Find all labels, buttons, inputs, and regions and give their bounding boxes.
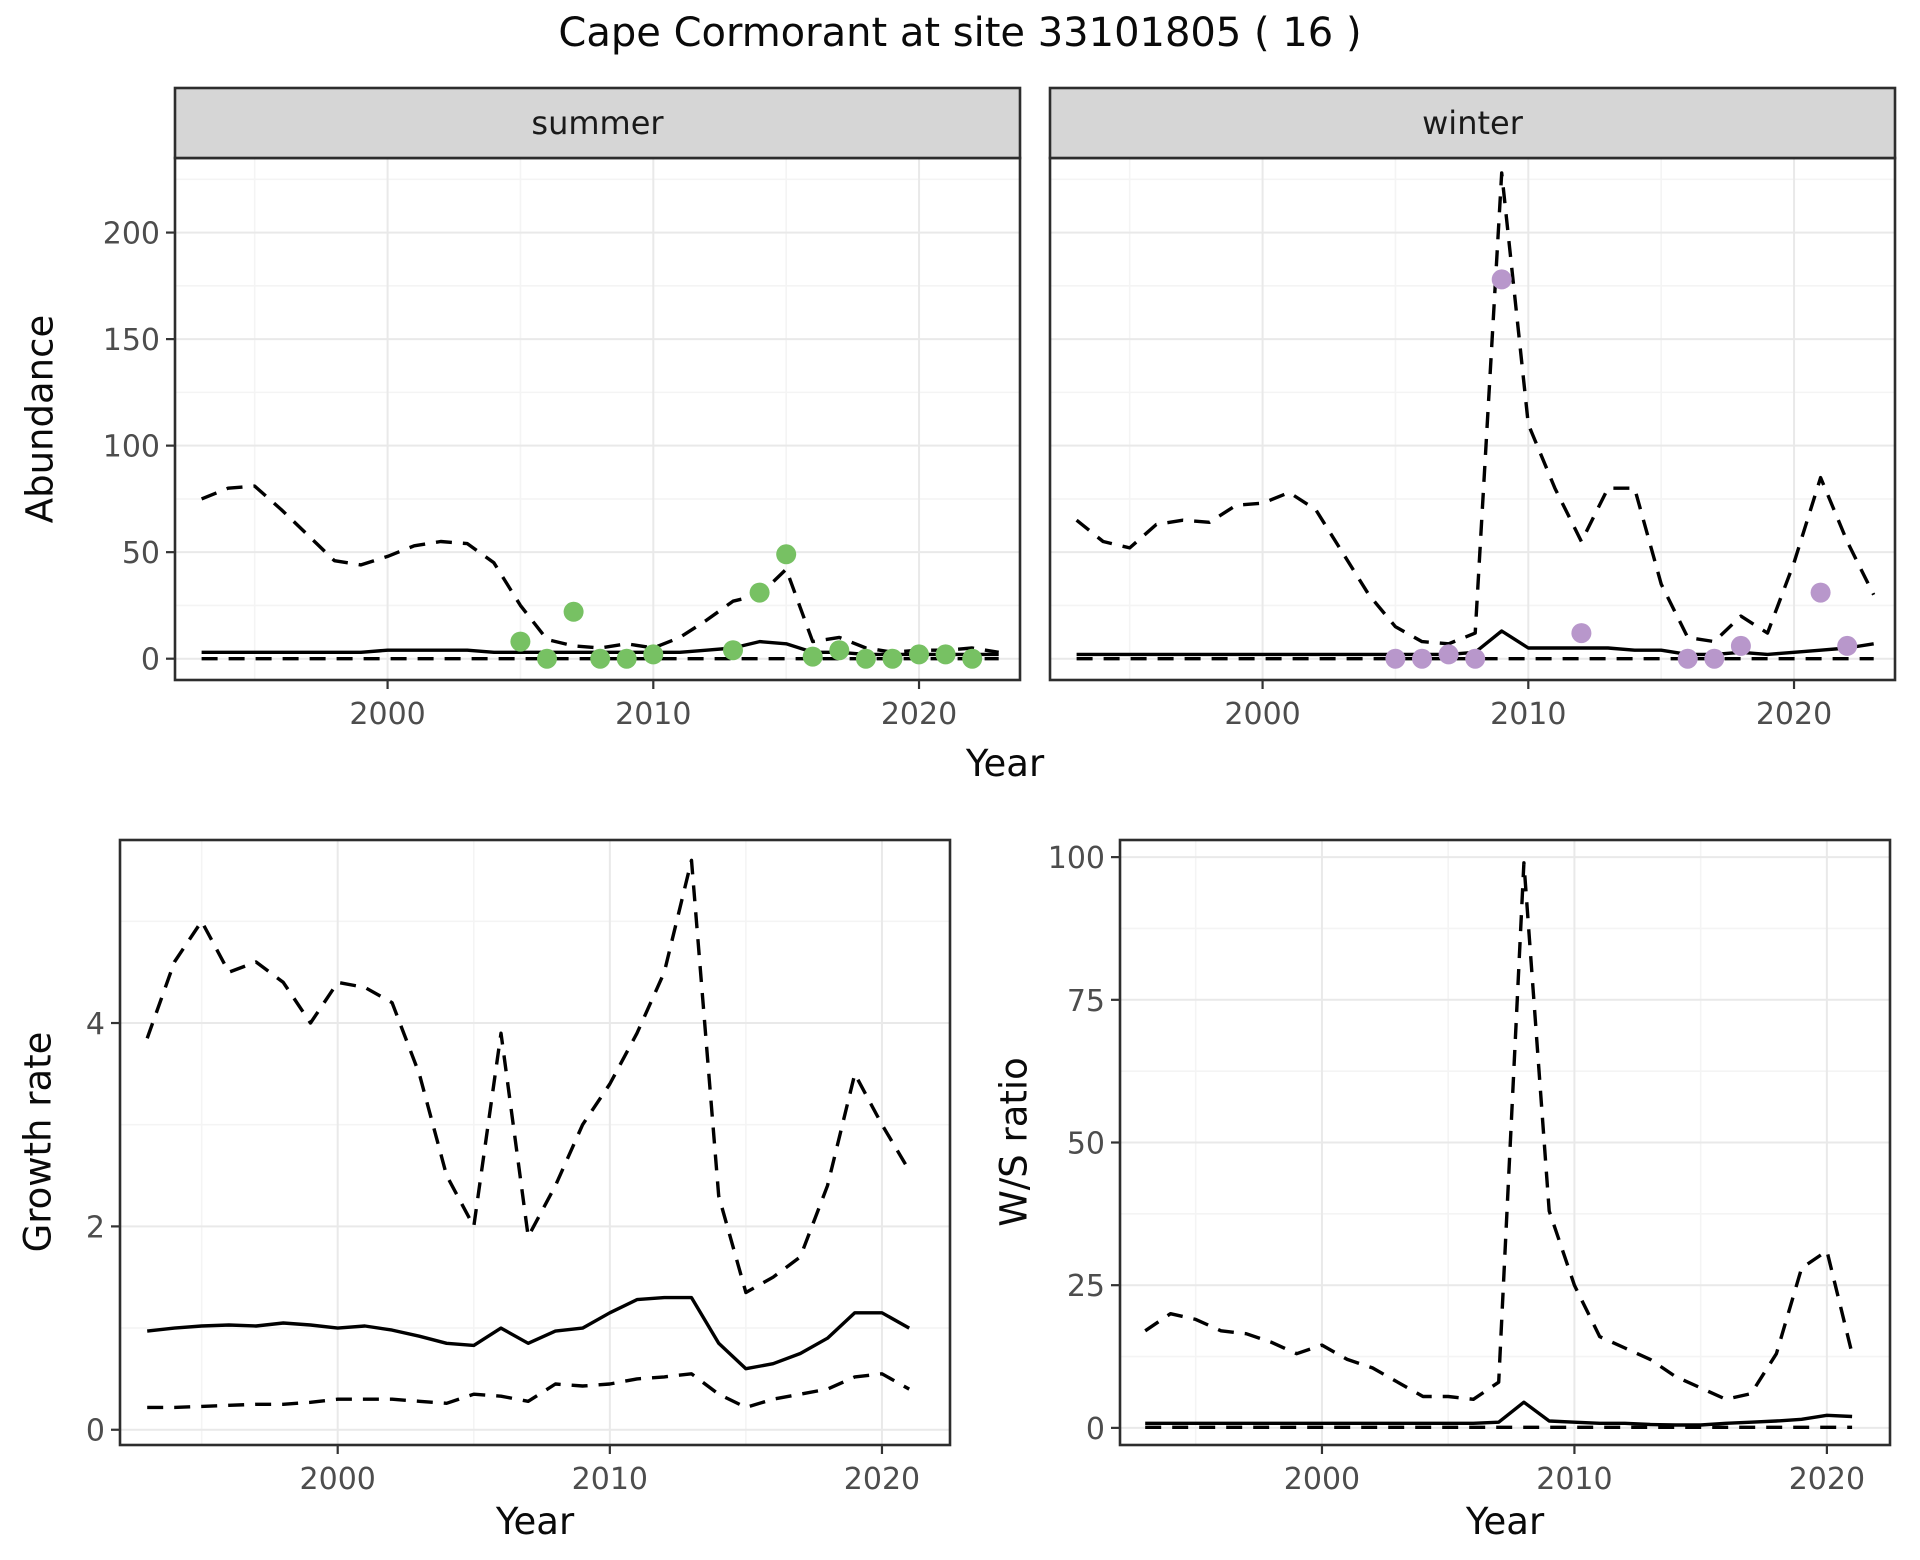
observed-counts-summer [590,648,611,669]
x-tick-label: 2020 [1789,1462,1865,1497]
top-x-axis-label: Year [965,742,1045,785]
y-tick-label: 2 [86,1210,105,1245]
observed-counts-winter [1677,648,1698,669]
growth-rate-panel: 2000 2010 2020 0 2 4 [55,835,955,1500]
series-upper-95ci [200,484,999,654]
facet-strip-label: summer [531,104,664,142]
panel-background [175,158,1020,680]
observed-counts-summer [935,644,956,665]
facet-strip [173,86,1022,160]
series-median [1145,1400,1853,1427]
observed-counts-summer [882,648,903,669]
y-tick-label: 0 [86,1414,105,1449]
abundance-y-axis-label: Abundance [18,314,62,524]
panel-background [1050,158,1895,680]
y-tick-label: 0 [1086,1412,1105,1447]
summer-facet-panel: summer 2000 2010 2020 0 50 100 150 200 [103,85,1023,740]
y-tick-label: 75 [1067,984,1105,1019]
observed-counts-winter [1571,623,1592,644]
x-tick-label: 2010 [1536,1462,1612,1497]
x-tick-label: 2000 [349,697,425,732]
growth-rate-plot: 2000 2010 2020 0 2 4 [86,838,952,1497]
observed-counts-summer [643,644,664,665]
series-upper-95ci [1144,861,1854,1401]
observed-counts-winter [1810,582,1831,603]
observed-counts-summer [723,640,743,661]
observed-counts-winter [1704,648,1725,669]
y-tick-label: 0 [141,643,160,678]
observed-counts-winter [1491,269,1512,290]
observed-counts-winter [1438,644,1459,665]
series-median [147,1295,911,1371]
ws-ratio-plot: 2000 2010 2020 0 25 50 75 100 [1048,838,1892,1497]
y-tick-label: 100 [103,430,160,465]
ws-x-axis-label: Year [1465,1500,1545,1543]
panel-border [118,838,952,1447]
series-lower-95ci [147,1372,911,1410]
x-tick-label: 2020 [881,697,957,732]
observed-counts-summer [537,648,557,669]
observed-counts-winter [1385,648,1406,669]
y-tick-label: 25 [1067,1269,1105,1304]
y-tick-label: 200 [103,217,160,252]
observed-counts-summer [749,582,770,603]
observed-counts-summer [510,631,531,652]
chart-title: Cape Cormorant at site 33101805 ( 16 ) [558,10,1362,56]
x-tick-label: 2000 [300,1462,376,1497]
growth-rate-y-axis-label: Growth rate [16,1031,60,1253]
series-upper-95ci [1075,171,1876,646]
y-tick-label: 50 [122,536,160,571]
panel-background [120,840,950,1445]
x-tick-label: 2010 [615,697,691,732]
observed-counts-winter [1412,648,1432,669]
observed-counts-summer [909,644,929,665]
y-tick-label: 150 [103,323,160,358]
ws-ratio-panel: 2000 2010 2020 0 25 50 75 100 [1042,835,1912,1500]
observed-counts-summer [855,648,876,669]
observed-counts-winter [1837,635,1858,656]
observed-counts-winter [1465,648,1486,669]
x-tick-label: 2020 [1756,697,1832,732]
observed-counts-summer [563,601,584,622]
observed-counts-summer [616,648,637,669]
observed-counts-winter [1730,635,1751,656]
x-tick-label: 2020 [844,1462,920,1497]
y-tick-label: 50 [1067,1127,1105,1162]
ws-ratio-y-axis-label: W/S ratio [992,1057,1036,1227]
facet-strip-label: winter [1422,104,1524,142]
observed-counts-summer [776,544,797,565]
x-tick-label: 2000 [1284,1462,1360,1497]
summer-abundance-plot: summer 2000 2010 2020 0 50 100 150 200 [103,86,1022,732]
growth-x-axis-label: Year [495,1500,575,1543]
winter-abundance-plot: winter 2000 2010 2020 [1048,86,1897,732]
observed-counts-summer [962,648,983,669]
x-tick-label: 2010 [572,1462,648,1497]
facet-strip [1048,86,1897,160]
y-tick-label: 100 [1048,841,1105,876]
y-tick-label: 4 [86,1007,105,1042]
winter-facet-panel: winter 2000 2010 2020 [976,85,1906,740]
x-tick-label: 2010 [1490,697,1566,732]
observed-counts-summer [829,640,850,661]
x-tick-label: 2000 [1224,697,1300,732]
observed-counts-summer [802,646,823,667]
